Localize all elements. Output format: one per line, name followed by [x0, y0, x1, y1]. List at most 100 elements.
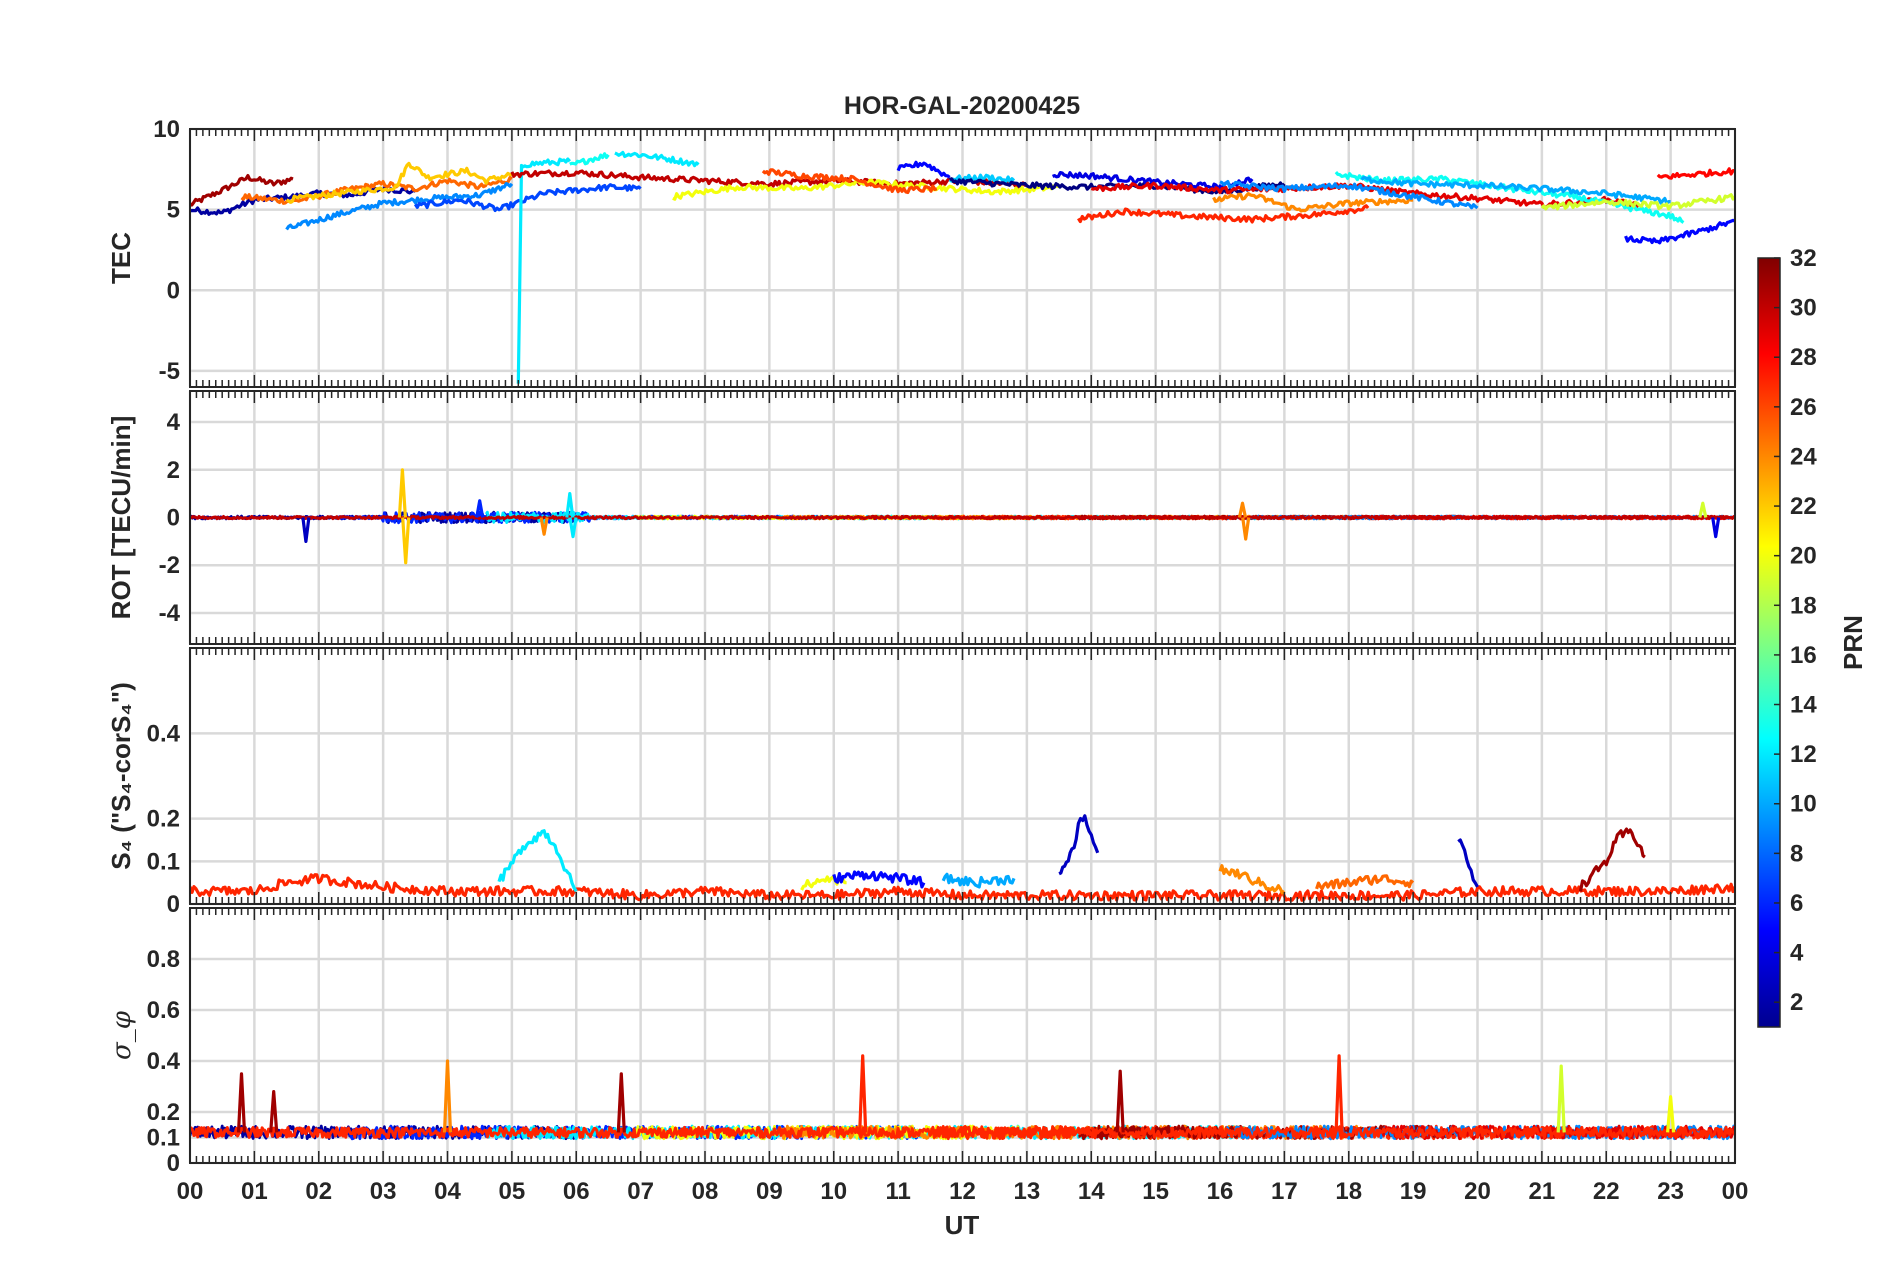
- minor-ticks: [189, 648, 1736, 904]
- y-axis-label: TEC: [106, 232, 136, 284]
- y-axis-label: σ_φ: [107, 1010, 137, 1060]
- series-line-prn-10: [941, 872, 1016, 889]
- series-line-prn-5: [1624, 218, 1735, 245]
- series: [190, 150, 1735, 384]
- series-line-prn-3: [1457, 838, 1479, 888]
- colorbar-tick-label: 8: [1790, 840, 1803, 867]
- series: [190, 814, 1735, 902]
- x-tick-labels: 00 01 02 03 04 05 06 07 08 09 10 11 12 13 14 15 16 17 18 19…: [177, 1178, 1749, 1205]
- colorbar-tick-label: 12: [1790, 741, 1817, 768]
- y-tick-label: 0.4: [147, 1048, 181, 1075]
- x-tick-label: 15: [1142, 1178, 1169, 1205]
- series-line-prn-31: [1578, 827, 1646, 892]
- colorbar-tick-label: 18: [1790, 592, 1817, 619]
- x-tick-label: 10: [820, 1178, 847, 1205]
- spike-prn-31: [616, 1072, 626, 1133]
- spike-prn-4: [1711, 517, 1721, 539]
- series-line-prn-13: [569, 152, 610, 166]
- series-line-prn-10: [1360, 176, 1671, 205]
- series-line-prn-12: [614, 150, 700, 168]
- spike-prn-12: [568, 517, 578, 539]
- colorbar-tick-label: 22: [1790, 493, 1817, 520]
- series-line-prn-12: [516, 157, 572, 384]
- spike-prn-27: [1334, 1054, 1344, 1133]
- minor-ticks: [189, 129, 1736, 387]
- x-tick-label: 04: [434, 1178, 461, 1205]
- y-tick-label: -4: [159, 600, 181, 627]
- x-tick-label: 22: [1593, 1178, 1620, 1205]
- series: [190, 468, 1735, 565]
- spike-prn-12: [565, 492, 575, 518]
- y-tick-label: 0: [167, 891, 180, 918]
- x-tick-label: 20: [1464, 1178, 1491, 1205]
- y-axis-label: ROT [TECU/min]: [106, 416, 136, 620]
- spike-prn-3: [301, 517, 311, 543]
- colorbar-tick-label: 6: [1790, 890, 1803, 917]
- series-line-prn-30: [510, 169, 1028, 189]
- series-line-prn-31: [190, 174, 294, 207]
- x-tick-label: 16: [1207, 1178, 1234, 1205]
- spike-prn-19: [1556, 1064, 1566, 1133]
- y-tick-label: 10: [153, 116, 180, 143]
- series-line-prn-5: [896, 160, 951, 179]
- x-tick-label: 21: [1529, 1178, 1556, 1205]
- colorbar-tick-label: 30: [1790, 295, 1817, 322]
- y-tick-label: 2: [167, 457, 180, 484]
- colorbar-tick-label: 20: [1790, 543, 1817, 570]
- colorbar-tick-label: 26: [1790, 394, 1817, 421]
- spike-prn-24: [1237, 501, 1248, 518]
- x-tick-label: 11: [885, 1178, 910, 1205]
- series-line-prn-11: [948, 173, 1016, 184]
- y-axis-label: S₄ ("S₄-corS₄"): [106, 682, 136, 870]
- series-line-prn-13: [1334, 171, 1685, 224]
- spike-prn-24: [1241, 517, 1251, 541]
- y-tick-label: 0.8: [147, 946, 180, 973]
- x-tick-label: 12: [949, 1178, 976, 1205]
- series-line-prn-3: [1058, 814, 1100, 876]
- x-tick-label: 03: [370, 1178, 397, 1205]
- colorbar-tick-label: 32: [1790, 245, 1817, 272]
- series-line-prn-26: [761, 168, 938, 195]
- y-tick-label: -2: [159, 552, 180, 579]
- x-tick-label: 05: [499, 1178, 526, 1205]
- series-line-prn-25: [1315, 874, 1415, 891]
- series-line-prn-5: [832, 870, 926, 889]
- chart-title: HOR-GAL-20200425: [844, 92, 1080, 120]
- y-tick-label: 0: [167, 1150, 180, 1177]
- baseline-trace: [190, 514, 1735, 521]
- colorbar-tick-label: 16: [1790, 642, 1817, 669]
- colorbar-tick-label: 24: [1790, 443, 1817, 470]
- x-tick-label: 08: [692, 1178, 719, 1205]
- y-tick-label: 4: [167, 409, 181, 436]
- series-line-prn-27: [1077, 204, 1370, 224]
- series-line-prn-7: [413, 183, 642, 213]
- spike-prn-31: [236, 1072, 247, 1133]
- colorbar-tick-label: 4: [1790, 940, 1804, 967]
- spike-prn-24: [442, 1059, 453, 1133]
- y-tick-label: 0: [167, 505, 180, 532]
- panel-4: 0.8 0.6 0.4 0.20.10 σ_φ: [107, 907, 1737, 1177]
- y-tick-label: 5: [167, 197, 180, 224]
- x-axis-label: UT: [945, 1210, 980, 1240]
- y-tick-label: 0.2: [147, 1099, 180, 1126]
- x-tick-label: 18: [1335, 1178, 1362, 1205]
- x-tick-label: 02: [305, 1178, 332, 1205]
- colorbar-tick-label: 28: [1790, 344, 1817, 371]
- panel-2: 4 2 0 -2 -4 ROT [TECU/min]: [106, 390, 1737, 645]
- panel-3: 0.4 0.2 0.1 0 S₄ ("S₄-corS₄"): [106, 647, 1737, 918]
- baseline-trace: [190, 1125, 1735, 1139]
- spike-prn-20: [1666, 1095, 1676, 1133]
- series-line-prn-19: [1540, 193, 1735, 211]
- spike-prn-6: [475, 499, 485, 518]
- spike-prn-22: [397, 468, 407, 518]
- colorbar-label: PRN: [1838, 615, 1868, 670]
- series-line-prn-27: [190, 873, 1735, 902]
- y-tick-label: 0.1: [147, 848, 180, 875]
- colorbar-tick-label: 2: [1790, 989, 1803, 1016]
- x-tick-label: 17: [1271, 1178, 1298, 1205]
- x-tick-label: 19: [1400, 1178, 1427, 1205]
- y-tick-label: 0.2: [147, 806, 180, 833]
- spike-prn-27: [858, 1054, 868, 1133]
